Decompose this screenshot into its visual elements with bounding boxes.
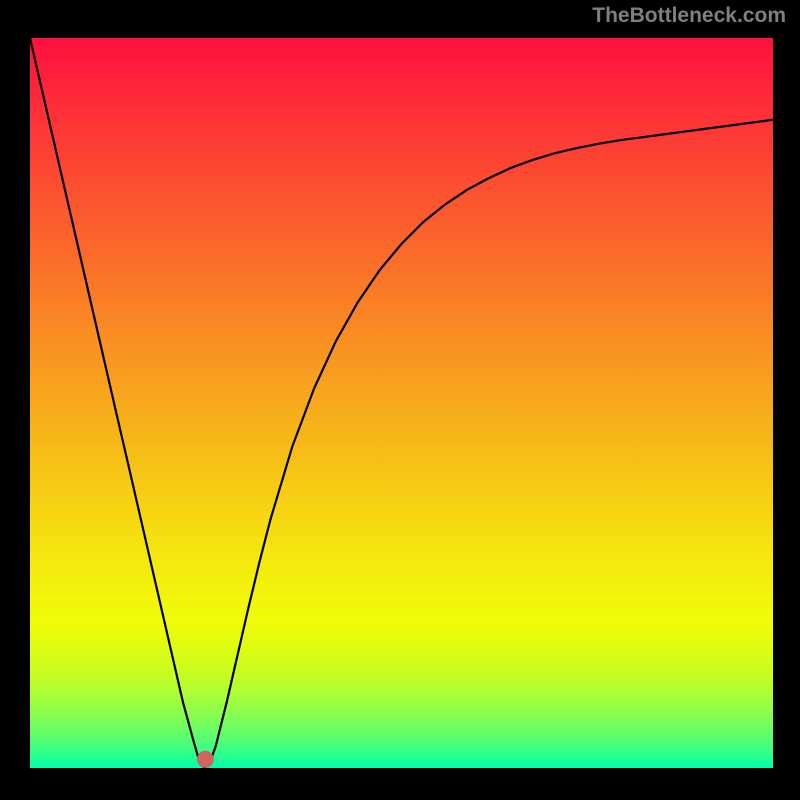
curve-marker	[197, 751, 214, 768]
plot-area	[30, 38, 773, 768]
chart-container: TheBottleneck.com	[0, 0, 800, 800]
chart-svg	[30, 38, 773, 768]
plot-background	[30, 38, 773, 768]
watermark-label: TheBottleneck.com	[592, 4, 786, 28]
